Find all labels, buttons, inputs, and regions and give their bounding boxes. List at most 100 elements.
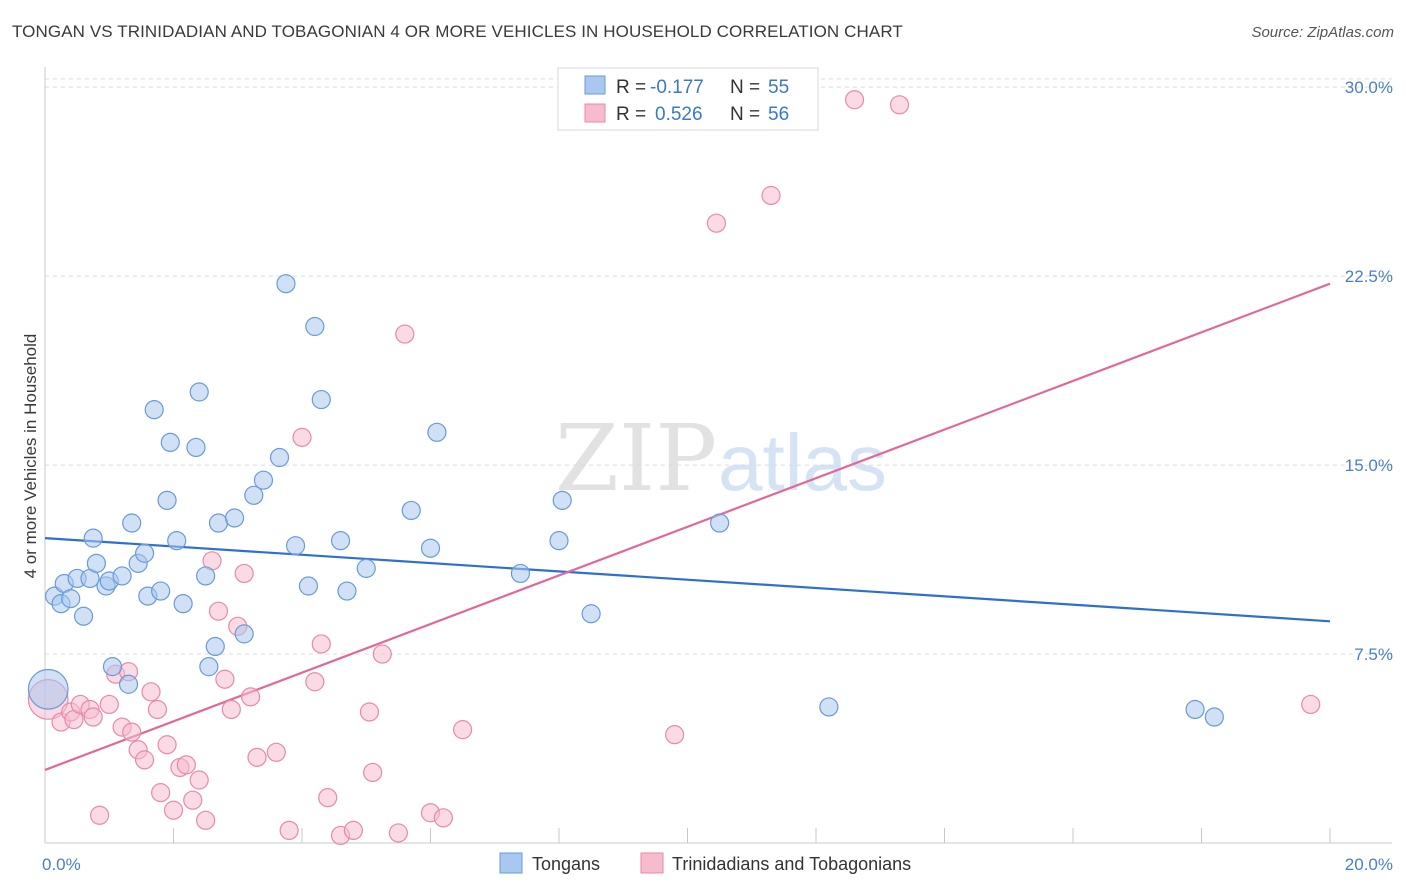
watermark-zip: ZIP — [555, 405, 717, 512]
trinidadians-point-24 — [196, 810, 216, 830]
tongans-point-33 — [244, 485, 264, 505]
legend-r-label-2: R = — [616, 104, 646, 125]
trinidadians-point-47 — [433, 808, 453, 828]
legend-r-value-tongans: -0.177 — [650, 77, 704, 98]
trinidadians-point-18 — [157, 735, 177, 755]
trinidadians-point-26 — [208, 601, 229, 621]
tongans-point-31 — [224, 508, 245, 528]
tongans-point-27 — [196, 566, 216, 586]
series-legend: Tongans Trinidadians and Tobagonians — [499, 852, 911, 874]
stats-legend: R = -0.177 N = 55 R = 0.526 N = 56 — [557, 67, 819, 131]
tongans-point-51 — [710, 513, 730, 533]
tongans-point-12 — [102, 657, 123, 677]
bottom-legend-swatch-trinidadians — [640, 852, 664, 874]
trinidadians-point-19 — [163, 800, 184, 820]
trinidadians-point-34 — [279, 820, 299, 841]
tongans-point-28 — [199, 657, 219, 677]
trinidadians-point-45 — [388, 823, 408, 843]
tongans-point-39 — [305, 316, 325, 337]
tongans-point-32 — [234, 624, 254, 644]
tongans-point-37 — [285, 536, 306, 556]
legend-r-label-1: R = — [616, 77, 646, 98]
trinidadians-point-52 — [844, 90, 865, 110]
tongans-point-34 — [253, 470, 274, 490]
trend-lines — [44, 282, 1331, 771]
legend-n-value-tongans: 55 — [768, 77, 789, 98]
trinidadians-point-6 — [83, 707, 103, 727]
trinidadians-point-49 — [665, 725, 685, 745]
tongans-point-29 — [205, 636, 225, 657]
trinidadians-point-42 — [363, 762, 383, 783]
tongans-point-45 — [420, 538, 441, 558]
tongans-point-14 — [118, 674, 139, 694]
legend-r-value-trinidadians: 0.526 — [655, 104, 703, 125]
watermark-atlas: atlas — [718, 418, 887, 507]
trinidadians-trend-line — [44, 282, 1331, 771]
trinidadians-point-48 — [453, 720, 473, 740]
trinidadians-point-53 — [889, 95, 910, 115]
legend-n-label-2: N = — [730, 104, 760, 125]
trinidadians-point-38 — [318, 788, 338, 808]
trinidadians-point-14 — [134, 750, 155, 770]
bottom-legend-tongans: Tongans — [532, 854, 600, 874]
tongans-point-46 — [427, 422, 447, 442]
tongans-point-13 — [112, 566, 132, 586]
tongans-point-26 — [189, 382, 209, 402]
tick-labels: 7.5% 15.0% 22.5% 30.0% 0.0% 20.0% — [42, 78, 1393, 874]
tongans-point-30 — [208, 513, 229, 533]
tongans-point-22 — [160, 432, 180, 453]
tongans-point-4 — [61, 589, 81, 609]
tongans-point-36 — [276, 274, 296, 294]
trinidadians-point-8 — [99, 694, 119, 715]
legend-n-label-1: N = — [730, 77, 760, 98]
trinidadians-point-51 — [761, 185, 781, 206]
trinidadians-point-43 — [372, 644, 392, 664]
trinidadians-point-54 — [1301, 694, 1321, 715]
x-tick-label-1: 20.0% — [1345, 855, 1393, 874]
trinidadians-point-41 — [359, 702, 380, 722]
y-tick-label-1: 15.0% — [1345, 456, 1393, 475]
tongans-point-49 — [552, 490, 572, 510]
trinidadians-point-33 — [266, 742, 286, 762]
tongans-point-15 — [122, 513, 142, 533]
tongans-point-44 — [401, 500, 421, 521]
tongans-point-8 — [83, 528, 103, 548]
tongans-point-21 — [157, 490, 177, 510]
trinidadians-point-36 — [305, 672, 325, 692]
tongans-point-54 — [1204, 707, 1224, 727]
trinidadians-point-31 — [241, 687, 261, 707]
tongans-point-9 — [86, 553, 107, 573]
trinidadians-point-16 — [147, 699, 168, 720]
series-trinidadians-points — [27, 90, 1321, 846]
legend-swatch-trinidadians — [584, 103, 606, 123]
trinidadians-point-27 — [215, 669, 235, 689]
tongans-point-53 — [1185, 699, 1205, 720]
tongans-point-43 — [356, 558, 376, 578]
tongans-point-38 — [298, 576, 319, 596]
trinidadians-point-23 — [189, 770, 209, 790]
series-tongans-points — [27, 274, 1224, 727]
tongans-point-17 — [134, 543, 155, 563]
tongans-point-20 — [151, 581, 171, 601]
chart-title: TONGAN VS TRINIDADIAN AND TOBAGONIAN 4 O… — [12, 22, 903, 41]
trinidadians-point-17 — [151, 783, 171, 803]
trinidadians-point-37 — [311, 634, 331, 654]
tongans-point-50 — [581, 604, 601, 624]
tongans-point-6 — [73, 606, 94, 626]
tongans-point-47 — [510, 563, 531, 584]
legend-n-value-trinidadians: 56 — [768, 104, 789, 125]
tongans-point-48 — [549, 531, 569, 551]
chart-source: Source: ZipAtlas.com — [1251, 24, 1394, 41]
bottom-legend-swatch-tongans — [499, 852, 523, 874]
trinidadians-point-30 — [234, 563, 254, 584]
legend-swatch-tongans — [584, 75, 606, 95]
bottom-legend-trinidadians: Trinidadians and Tobagonians — [672, 854, 911, 874]
tongans-point-23 — [167, 531, 187, 551]
tongans-point-42 — [337, 581, 357, 601]
tongans-point-0 — [27, 668, 69, 710]
trinidadians-point-12 — [122, 722, 142, 742]
tongans-point-24 — [173, 594, 193, 614]
watermark: ZIP atlas — [555, 405, 887, 512]
y-tick-label-0: 7.5% — [1354, 645, 1393, 664]
